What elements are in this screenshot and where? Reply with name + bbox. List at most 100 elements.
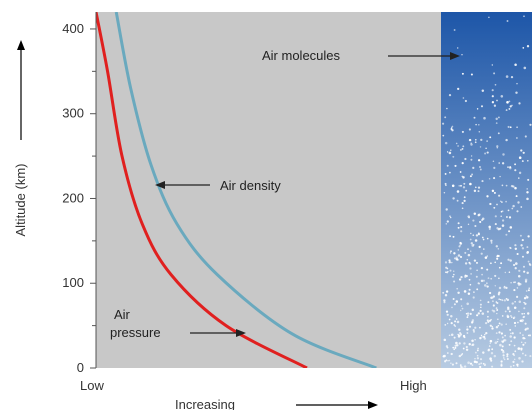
molecule-dot bbox=[474, 138, 477, 141]
molecule-dot bbox=[448, 318, 451, 321]
molecule-dot bbox=[476, 288, 479, 291]
molecule-dot bbox=[482, 238, 485, 241]
molecule-dot bbox=[478, 283, 481, 285]
molecule-dot bbox=[444, 141, 448, 145]
molecule-dot bbox=[484, 321, 488, 325]
molecule-dot bbox=[471, 173, 474, 176]
molecule-dot bbox=[481, 273, 483, 276]
molecule-dot bbox=[448, 261, 451, 264]
molecule-dot bbox=[518, 156, 522, 159]
molecule-dot bbox=[509, 246, 511, 249]
molecule-dot bbox=[466, 316, 469, 319]
molecule-dot bbox=[460, 309, 462, 312]
molecule-dot bbox=[442, 355, 445, 358]
molecule-dot bbox=[452, 346, 455, 349]
molecule-dot bbox=[522, 334, 524, 336]
molecule-dot bbox=[495, 245, 498, 248]
molecule-dot bbox=[477, 347, 479, 350]
molecule-dot bbox=[461, 353, 464, 355]
molecule-dot bbox=[457, 226, 460, 229]
molecule-dot bbox=[471, 339, 474, 343]
molecule-dot bbox=[448, 359, 451, 362]
molecule-dot bbox=[459, 364, 462, 366]
molecule-dot bbox=[511, 302, 514, 305]
molecule-dot bbox=[472, 234, 475, 237]
molecule-dot bbox=[507, 209, 510, 212]
molecule-dot bbox=[524, 322, 527, 325]
molecule-dot bbox=[460, 255, 462, 258]
molecule-dot bbox=[501, 201, 503, 203]
molecule-dot bbox=[497, 132, 500, 135]
molecule-dot bbox=[456, 287, 459, 290]
molecule-dot bbox=[498, 298, 500, 300]
molecule-dot bbox=[486, 282, 488, 284]
molecule-dot bbox=[447, 359, 449, 362]
molecule-dot bbox=[457, 249, 460, 251]
molecule-dot bbox=[500, 323, 503, 326]
molecule-dot bbox=[514, 267, 517, 270]
molecule-dot bbox=[517, 201, 520, 204]
molecule-dot bbox=[488, 177, 491, 180]
y-tick-label: 100 bbox=[62, 275, 84, 290]
molecule-dot bbox=[484, 333, 486, 336]
molecule-dot bbox=[473, 212, 477, 216]
molecule-dot bbox=[518, 177, 520, 179]
molecule-dot bbox=[491, 189, 495, 193]
y-axis-title: Altitude (km) bbox=[13, 164, 28, 237]
molecule-dot bbox=[475, 261, 479, 264]
molecule-dot bbox=[446, 107, 448, 110]
molecule-dot bbox=[461, 207, 464, 210]
molecule-dot bbox=[463, 365, 467, 368]
molecule-dot bbox=[495, 332, 498, 335]
molecule-dot bbox=[457, 334, 460, 337]
molecule-dot bbox=[506, 101, 509, 104]
molecule-dot bbox=[447, 270, 449, 273]
molecule-dot bbox=[471, 244, 475, 247]
molecule-dot bbox=[522, 255, 524, 258]
molecule-dot bbox=[521, 160, 524, 163]
molecule-dot bbox=[500, 215, 502, 218]
molecule-dot bbox=[518, 310, 520, 313]
molecule-dot bbox=[463, 342, 466, 345]
molecule-dot bbox=[483, 337, 487, 340]
molecule-dot bbox=[501, 162, 505, 165]
molecule-dot bbox=[510, 315, 512, 317]
molecule-dot bbox=[476, 354, 479, 357]
molecule-dot bbox=[501, 336, 504, 339]
molecule-dot bbox=[520, 341, 523, 343]
molecule-dot bbox=[513, 336, 516, 339]
molecule-dot bbox=[511, 332, 514, 335]
molecule-dot bbox=[481, 217, 485, 220]
molecule-dot bbox=[454, 344, 457, 347]
molecule-dot bbox=[474, 141, 477, 144]
molecule-dot bbox=[446, 346, 449, 349]
molecule-dot bbox=[512, 360, 515, 363]
molecule-dot bbox=[443, 338, 447, 342]
molecule-dot bbox=[482, 351, 485, 354]
molecule-dot bbox=[457, 145, 459, 147]
molecule-dot bbox=[451, 126, 453, 129]
molecule-dot bbox=[514, 63, 517, 66]
molecule-dot bbox=[470, 232, 472, 235]
molecule-dot bbox=[464, 336, 466, 339]
molecule-dot bbox=[457, 254, 461, 257]
molecule-dot bbox=[461, 72, 464, 75]
molecule-dot bbox=[491, 309, 494, 312]
y-tick-label: 0 bbox=[77, 360, 84, 375]
molecule-dot bbox=[511, 207, 514, 210]
molecule-dot bbox=[493, 206, 496, 209]
molecule-dot bbox=[505, 138, 508, 142]
molecule-dot bbox=[487, 315, 489, 318]
molecule-dot bbox=[523, 265, 525, 268]
molecule-dot bbox=[469, 362, 473, 365]
molecule-dot bbox=[512, 263, 516, 267]
molecule-dot bbox=[508, 271, 511, 273]
molecule-dot bbox=[499, 200, 502, 203]
molecule-dot bbox=[521, 313, 524, 315]
molecule-dot bbox=[498, 194, 501, 197]
molecule-dot bbox=[486, 319, 489, 322]
molecule-dot bbox=[463, 182, 466, 185]
molecule-dot bbox=[444, 182, 447, 185]
molecule-dot bbox=[480, 138, 483, 142]
molecule-dot bbox=[526, 191, 529, 194]
